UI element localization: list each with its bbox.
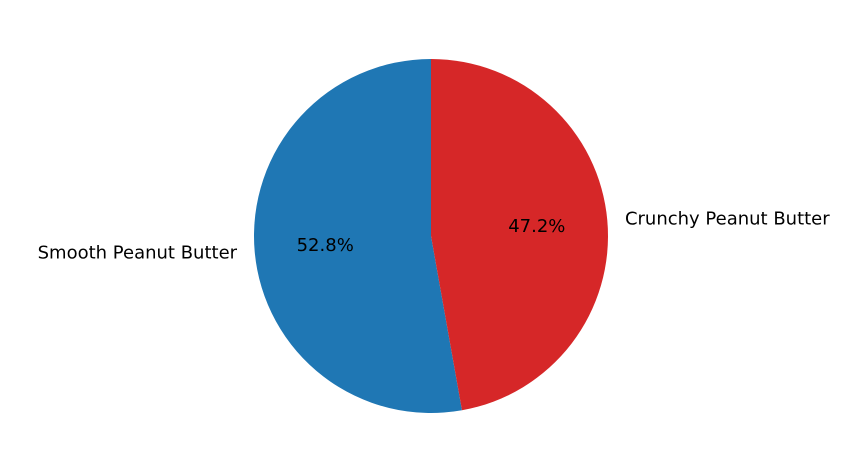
pie-category-label: Crunchy Peanut Butter [625, 208, 830, 229]
pie-slice-crunchy-peanut-butter [431, 59, 608, 411]
pie-percent-label: 52.8% [297, 235, 354, 256]
pie-category-label: Smooth Peanut Butter [38, 243, 238, 264]
pie-percent-label: 47.2% [508, 216, 565, 237]
pie-slice-smooth-peanut-butter [253, 59, 462, 414]
pie-slices [253, 59, 608, 414]
pie-labels: 52.8% Smooth Peanut Butter 47.2% Crunchy Pe… [38, 208, 831, 263]
